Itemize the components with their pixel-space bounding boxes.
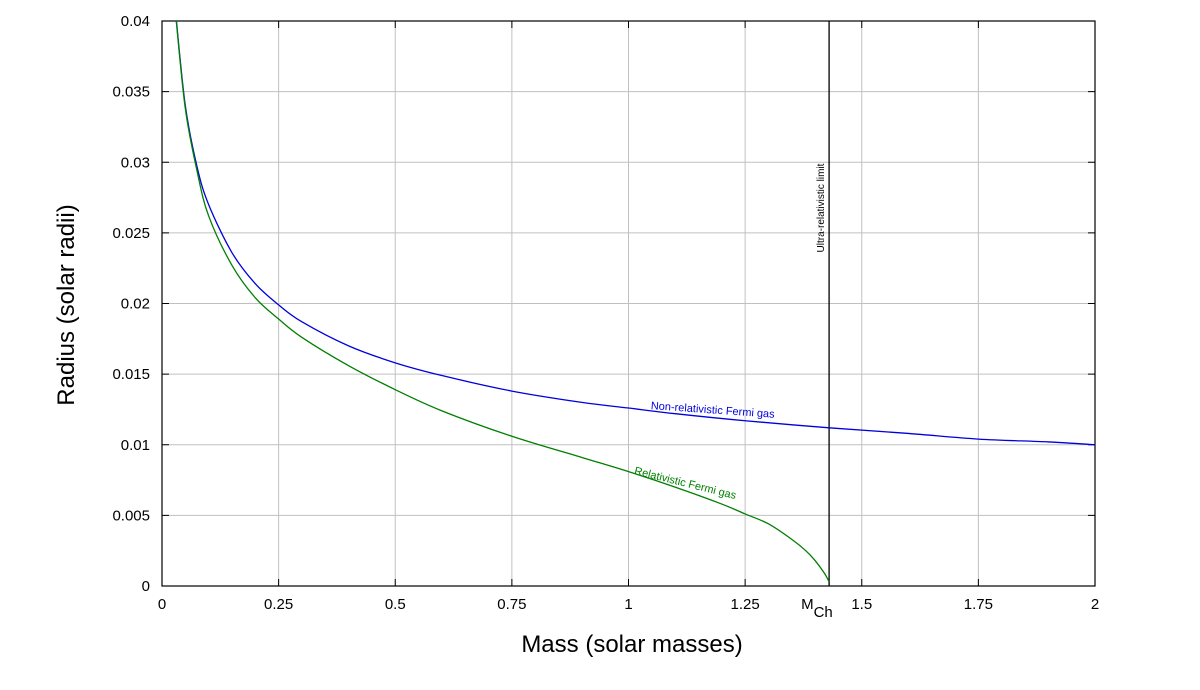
x-tick-label: 1	[624, 596, 632, 613]
x-tick-label: 1.75	[964, 596, 993, 613]
ultra-relativistic-limit-group: Ultra-relativistic limit	[816, 21, 830, 586]
x-tick-label: 0.5	[385, 596, 406, 613]
x-tick-label: 0.75	[497, 596, 526, 613]
y-tick-label: 0.04	[121, 13, 150, 30]
ultra-relativistic-limit-label: Ultra-relativistic limit	[816, 163, 827, 252]
y-tick-label: 0.015	[112, 366, 150, 383]
x-tick-label: 1.25	[731, 596, 760, 613]
y-axis-ticks: 0 0.005 0.01 0.015 0.02 0.025 0.03 0.035 0.04	[112, 13, 1095, 595]
y-tick-label: 0.025	[112, 225, 150, 242]
y-axis-title: Radius (solar radii)	[53, 204, 80, 405]
y-tick-label: 0.01	[121, 437, 150, 454]
series-lines	[175, 21, 1095, 583]
mch-subscript: Ch	[814, 604, 833, 621]
x-tick-label: 0.25	[264, 596, 293, 613]
y-tick-label: 0.005	[112, 507, 150, 524]
series-line-relativistic-fermi-gas	[175, 21, 830, 583]
y-tick-label: 0.035	[112, 84, 150, 101]
y-tick-label: 0.03	[121, 154, 150, 171]
y-tick-label: 0	[142, 578, 150, 595]
x-tick-label: 0	[158, 596, 166, 613]
x-axis-title: Mass (solar masses)	[521, 631, 742, 658]
x-tick-label: 2	[1091, 596, 1099, 613]
series-line-non-relativistic-fermi-gas	[175, 21, 1095, 446]
grid	[162, 21, 1095, 586]
x-tick-label: 1.5	[851, 596, 872, 613]
y-tick-label: 0.02	[121, 296, 150, 313]
